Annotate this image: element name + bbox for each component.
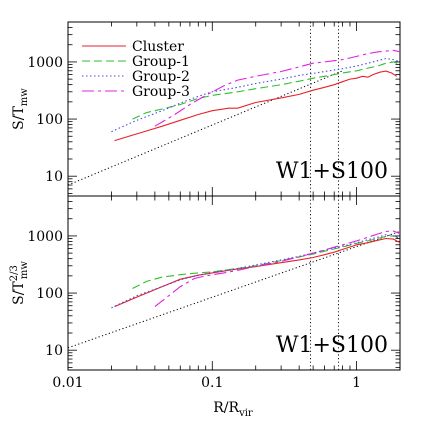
top-y-tick-label: 100 [36,112,63,128]
x-tick-label: 1 [352,375,361,391]
top-y-axis-label: S/Tmw [11,88,30,130]
bottom-y-axis-label: S/T2/3mw [9,261,30,305]
x-tick-label: 0.01 [52,375,83,391]
top-series-group-1 [132,61,401,120]
top-series-group-2 [111,57,401,133]
bottom-plot-frame [67,195,401,371]
bottom-series-cluster [114,237,401,308]
bottom-panel: 10 100 1000 0.01 0.1 1 S/T2/3mw W1+S100 [9,195,401,391]
top-panel: 101001000S/TmwW1+S100ClusterGroup-1Group… [11,21,401,197]
x-axis-label: R/Rvir [213,400,253,419]
bottom-series-group-3 [154,230,401,308]
legend-label-group-2: Group-2 [132,69,190,85]
legend-label-cluster: Cluster [132,39,184,55]
top-series-cluster [114,70,398,142]
bottom-series-group-2 [111,234,401,309]
top-annotation: W1+S100 [276,159,388,184]
top-y-tick-label: 1000 [27,55,63,71]
bottom-reference-line [67,230,401,349]
top-reference-line [67,70,343,186]
top-y-tick-label: 10 [45,169,63,185]
bottom-y-tick-label: 1000 [27,229,63,245]
bottom-y-tick-label: 10 [45,343,63,359]
top-series-group-3 [154,49,401,127]
legend-label-group-3: Group-3 [132,84,190,100]
bottom-y-tick-label: 100 [36,286,63,302]
legend-label-group-1: Group-1 [132,54,190,70]
bottom-annotation: W1+S100 [276,333,388,358]
x-tick-label: 0.1 [201,375,223,391]
